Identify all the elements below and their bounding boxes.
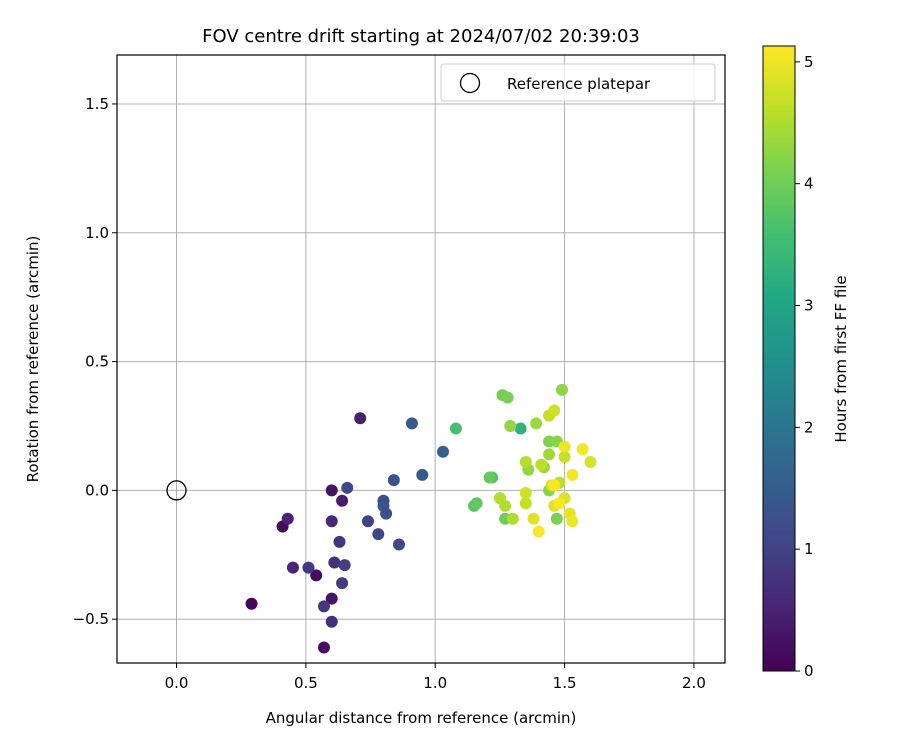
colorbar-tick-label: 0 [804, 662, 814, 680]
data-point [506, 512, 519, 525]
reference-marker [166, 480, 187, 501]
data-point [530, 417, 543, 430]
colorbar: 0 1 2 3 4 5 Hours from first FF file [762, 45, 850, 680]
data-point [405, 417, 418, 430]
data-point [325, 615, 338, 628]
data-point [393, 538, 406, 551]
data-point [286, 561, 299, 574]
data-point [558, 440, 571, 453]
data-point [336, 577, 349, 590]
y-tick-label: 1.5 [85, 95, 109, 113]
data-point [501, 391, 514, 404]
data-point [519, 486, 532, 499]
data-point [550, 512, 563, 525]
data-point [576, 443, 589, 456]
data-point [449, 422, 462, 435]
data-point [310, 569, 323, 582]
x-axis-label: Angular distance from reference (arcmin) [266, 709, 577, 727]
data-point [377, 499, 390, 512]
colorbar-ticks: 0 1 2 3 4 5 [795, 53, 814, 680]
data-point [548, 404, 561, 417]
data-point [493, 492, 506, 505]
data-point [325, 592, 338, 605]
legend-label: Reference platepar [507, 75, 651, 93]
data-point [317, 641, 330, 654]
data-point [436, 445, 449, 458]
data-point [556, 383, 569, 396]
data-point [333, 535, 346, 548]
x-tick-label: 2.0 [682, 674, 706, 692]
data-point [584, 456, 597, 469]
data-point [281, 512, 294, 525]
colorbar-tick-label: 4 [804, 175, 814, 193]
data-point [527, 512, 540, 525]
data-point [519, 456, 532, 469]
data-point [325, 515, 338, 528]
data-point [566, 515, 579, 528]
colorbar-tick-label: 3 [804, 297, 814, 315]
colorbar-label: Hours from first FF file [832, 275, 850, 442]
x-tick-label: 1.5 [553, 674, 577, 692]
data-point [504, 419, 517, 432]
legend-marker-icon [459, 72, 481, 94]
legend-box [440, 63, 716, 102]
colorbar-gradient [762, 45, 796, 672]
data-points [245, 383, 597, 654]
data-point [553, 497, 566, 510]
data-point [470, 497, 483, 510]
x-tick-label: 0.0 [165, 674, 189, 692]
data-point [416, 468, 429, 481]
grid-lines [117, 55, 725, 663]
colorbar-tick-label: 2 [804, 418, 814, 436]
data-point [566, 468, 579, 481]
x-tick-label: 1.0 [423, 674, 447, 692]
data-point [338, 559, 351, 572]
data-point [558, 450, 571, 463]
data-point [548, 479, 561, 492]
data-point [354, 412, 367, 425]
data-point [519, 497, 532, 510]
y-tick-label: 0.5 [85, 353, 109, 371]
chart-title: FOV centre drift starting at 2024/07/02 … [202, 26, 640, 47]
data-point [361, 515, 374, 528]
y-axis-ticks: −0.5 0.0 0.5 1.0 1.5 [73, 95, 117, 628]
data-point [325, 484, 338, 497]
plot-frame [116, 54, 726, 664]
y-tick-label: −0.5 [73, 610, 109, 628]
data-point [328, 556, 341, 569]
data-point [514, 422, 527, 435]
data-point [387, 474, 400, 487]
colorbar-tick-label: 1 [804, 540, 814, 558]
y-tick-label: 1.0 [85, 224, 109, 242]
data-point [372, 528, 385, 541]
x-axis-ticks: 0.0 0.5 1.0 1.5 2.0 [165, 663, 706, 692]
data-point [245, 597, 258, 610]
data-point [532, 525, 545, 538]
reference-point [166, 480, 187, 501]
x-tick-label: 0.5 [294, 674, 318, 692]
legend: Reference platepar [440, 63, 716, 102]
data-point [302, 561, 315, 574]
data-point [317, 600, 330, 613]
data-point [336, 494, 349, 507]
data-point [535, 458, 548, 471]
y-axis-label: Rotation from reference (arcmin) [24, 236, 42, 483]
data-point [483, 471, 496, 484]
colorbar-tick-label: 5 [804, 53, 814, 71]
y-tick-label: 0.0 [85, 481, 109, 499]
data-point [543, 448, 556, 461]
data-point [341, 481, 354, 494]
